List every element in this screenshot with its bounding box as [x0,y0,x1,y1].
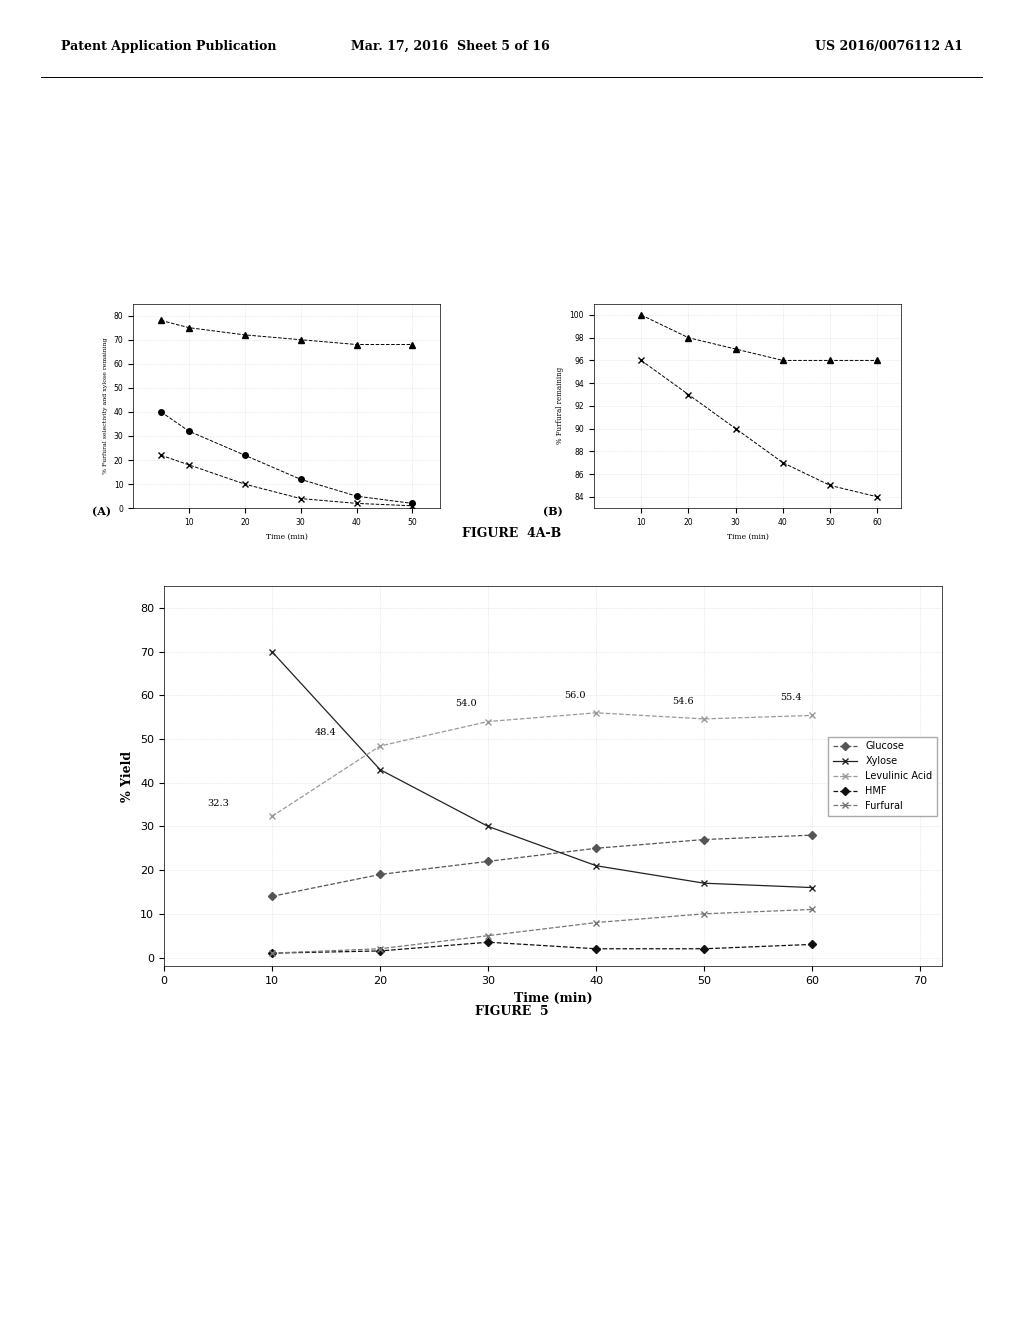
Text: (B): (B) [543,506,562,517]
Y-axis label: % Furfural selectivity and xylose remaining: % Furfural selectivity and xylose remain… [103,338,109,474]
Text: Mar. 17, 2016  Sheet 5 of 16: Mar. 17, 2016 Sheet 5 of 16 [351,40,550,53]
Text: FIGURE  4A-B: FIGURE 4A-B [463,527,561,540]
Text: Patent Application Publication: Patent Application Publication [61,40,276,53]
Text: (A): (A) [92,506,112,517]
Text: 56.0: 56.0 [564,690,586,700]
Text: 32.3: 32.3 [207,799,228,808]
X-axis label: Time (min): Time (min) [514,991,592,1005]
Text: 48.4: 48.4 [315,729,337,738]
Y-axis label: % Furfural remaining: % Furfural remaining [556,367,564,445]
Text: 55.4: 55.4 [780,693,802,702]
X-axis label: Time (min): Time (min) [266,532,307,540]
Text: FIGURE  5: FIGURE 5 [475,1005,549,1018]
Text: 54.0: 54.0 [456,700,477,709]
Legend: Glucose, Xylose, Levulinic Acid, HMF, Furfural: Glucose, Xylose, Levulinic Acid, HMF, Fu… [828,737,937,816]
Text: 54.6: 54.6 [672,697,693,706]
Text: US 2016/0076112 A1: US 2016/0076112 A1 [814,40,963,53]
Y-axis label: % Yield: % Yield [122,751,134,801]
X-axis label: Time (min): Time (min) [727,532,768,540]
